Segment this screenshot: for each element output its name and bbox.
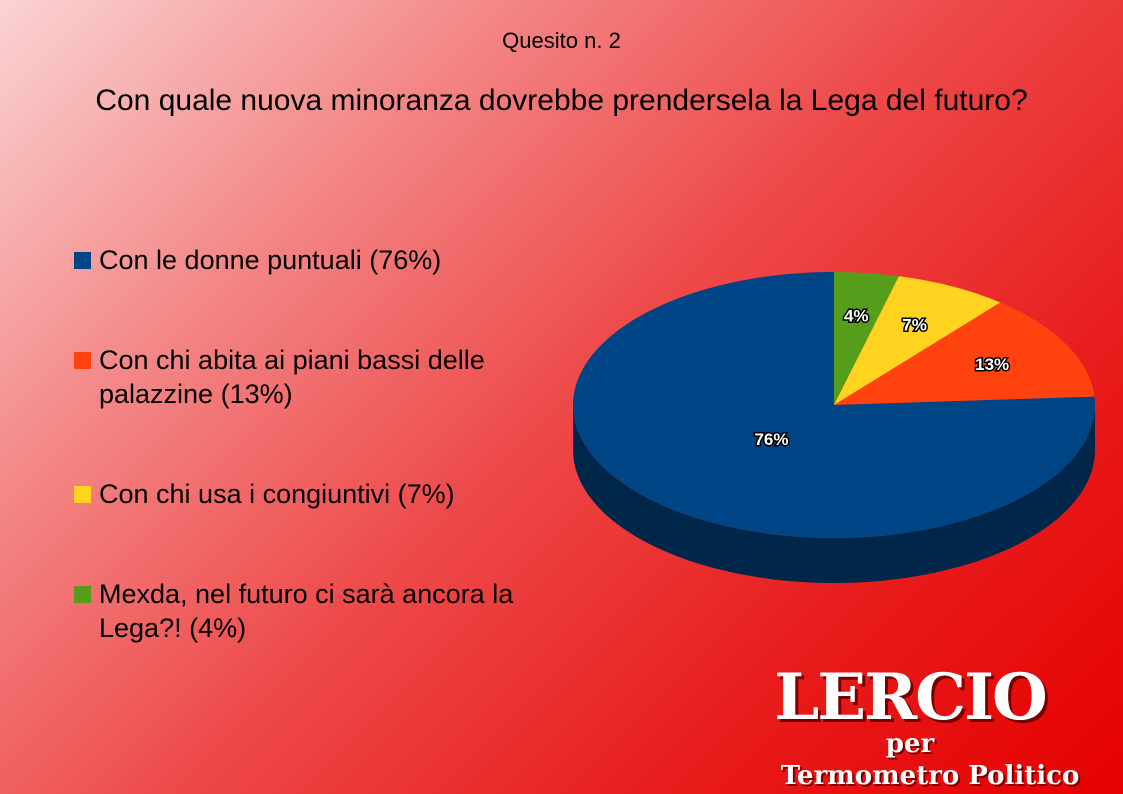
slice-lega-futuro — [834, 272, 899, 405]
slice-donne-puntuali-side — [573, 405, 1095, 583]
legend-item-congiuntivi: Con chi usa i congiuntivi (7%) — [74, 477, 574, 511]
chart-title: Con quale nuova minoranza dovrebbe prend… — [95, 84, 1028, 117]
legend-label: Con chi usa i congiuntivi (7%) — [99, 479, 455, 509]
legend-item-donne-puntuali: Con le donne puntuali (76%) — [74, 243, 574, 277]
legend-item-lega-futuro: Mexda, nel futuro ci sarà ancora la Lega… — [74, 577, 574, 645]
logo-sub-text: Termometro Politico — [780, 761, 1080, 791]
legend-label: Con le donne puntuali (76%) — [99, 245, 442, 275]
data-label-donne-puntuali: 76% — [754, 430, 788, 449]
chart-subtitle: Quesito n. 2 — [502, 28, 621, 53]
legend-swatch — [74, 252, 91, 269]
legend-swatch — [74, 352, 91, 369]
slice-congiuntivi — [834, 276, 1001, 405]
data-label-congiuntivi: 7% — [902, 315, 927, 334]
data-label-lega-futuro: 4% — [844, 306, 869, 325]
legend-label: Mexda, nel futuro ci sarà ancora la Lega… — [99, 579, 514, 643]
legend-swatch — [74, 486, 91, 503]
logo-per-text: per — [885, 729, 935, 759]
lercio-logo: LERCIO per Termometro Politico — [740, 660, 1120, 791]
slice-donne-puntuali — [572, 272, 1095, 539]
logo-main-text: LERCIO — [774, 660, 1048, 735]
data-label-piani-bassi: 13% — [975, 355, 1009, 374]
legend-item-piani-bassi: Con chi abita ai piani bassi delle palaz… — [74, 343, 574, 411]
legend-swatch — [74, 586, 91, 603]
legend-label: Con chi abita ai piani bassi delle palaz… — [99, 345, 485, 409]
slice-piani-bassi — [834, 302, 1095, 405]
